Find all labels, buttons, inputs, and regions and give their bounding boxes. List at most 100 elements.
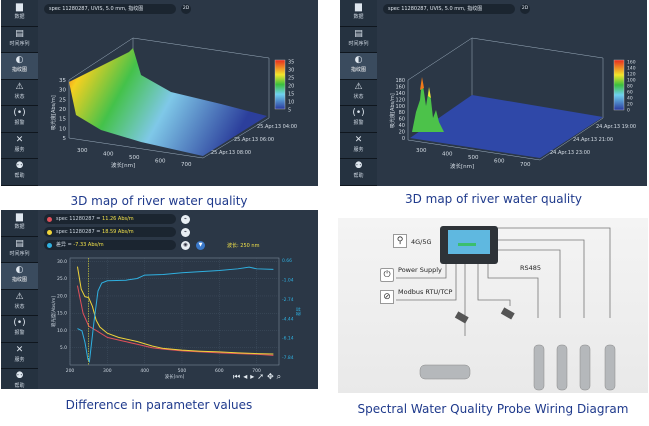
y-tick-label: 15.0 [57,311,67,317]
colorbar [274,59,286,110]
y-tick-label: 20 [59,107,66,113]
x-tick-label: 500 [129,155,140,161]
sidebar-item-6[interactable]: ⚉ 帮助 [1,369,38,389]
time-tick-label: 25.Apr.13 08:00 [211,150,251,156]
colorbar-tick-label: 80 [627,84,633,90]
wiring-lines [396,226,616,391]
sidebar-item-1[interactable]: ▤ 时间序列 [1,236,38,263]
zoom-icon[interactable]: ⌕ [276,372,285,381]
sidebar-item-3[interactable]: ⚠ 状态 [340,79,377,106]
x-tick-label: 700 [181,162,192,168]
sidebar-item-5[interactable]: ✕ 服务 [340,132,377,159]
y-ticks: 35 30 25 20 15 10 5 [59,78,67,142]
sidebar-item-3[interactable]: ⚠ 状态 [1,289,38,316]
sidebar-item-label: 数据 [14,224,25,230]
first-icon[interactable]: ⏮ [233,372,244,381]
y-tick-label: 140 [395,91,405,97]
bar-chart-icon: ▆ [16,2,23,12]
sidebar: ▆ 数据 ▤ 时间序列 ◐ 指纹图 ⚠ 状态 (•) 报警 ✕ 服务 ⚉ 帮助 [1,210,38,389]
modbus-icon: ⊘ [380,290,394,304]
download-button[interactable]: ▼ [196,240,205,250]
sidebar-item-5[interactable]: ✕ 服务 [1,132,38,159]
x-tick-label: 500 [468,155,479,161]
time-tick-label: 25.Apr.13 06:00 [234,137,274,143]
sidebar-item-6[interactable]: ⚉ 帮助 [340,159,377,186]
sidebar-item-4[interactable]: (•) 报警 [1,316,38,343]
x-tick-label: 400 [103,152,114,158]
2d-button[interactable]: 2D [181,4,191,14]
sidebar: ▆ 数据 ▤ 时间序列 ◐ 指纹图 ⚠ 状态 (•) 报警 ✕ 服务 ⚉ 帮助 [340,0,377,186]
series-line-spec A [76,285,274,356]
x-tick-label: 700 [252,368,261,374]
y-tick-label: 80 [399,110,405,116]
sidebar-item-1[interactable]: ▤ 时间序列 [1,26,38,53]
sidebar-item-2[interactable]: ◐ 指纹图 [1,53,38,80]
colorbar-tick-label: 10 [288,100,294,106]
y-axis-label: 吸光度[Abs/m] [50,95,57,130]
sidebar-item-0[interactable]: ▆ 数据 [340,0,377,27]
help-icon: ⚉ [15,371,24,381]
time-tick-label: 24.Apr.13 23:00 [550,150,590,156]
series-toggle-button[interactable]: ⌁ [181,214,190,224]
warning-icon: ⚠ [15,81,24,92]
legend-row-spec-b: spec 11280287 = 18.59 Abs/m [44,227,176,237]
series-color-dot [47,216,52,222]
series-color-dot [47,242,52,248]
back-icon[interactable]: ◂ [243,372,251,381]
sidebar-item-6[interactable]: ⚉ 帮助 [1,159,38,186]
colorbar-tick-label: 40 [627,96,633,102]
x-tick-label: 200 [66,368,75,374]
pointer-icon[interactable]: ➚ [257,372,267,381]
sidebar-item-0[interactable]: ▆ 数据 [1,0,38,27]
y2-tick-label: -1.04 [282,278,294,284]
x-tick-label: 300 [103,368,112,374]
x-axis-label: 波长[nm] [165,373,185,380]
colorbar-tick-label: 120 [627,72,636,78]
y-tick-label: 160 [395,84,405,90]
series-toggle-button[interactable]: ⌁ [181,227,190,237]
colorbar-tick-label: 30 [288,68,294,74]
caption-panel-1: 3D map of river water quality [70,194,248,208]
x-tick-label: 700 [520,162,531,168]
sidebar-item-5[interactable]: ✕ 服务 [1,342,38,369]
sidebar-item-4[interactable]: (•) 报警 [340,106,377,133]
y-tick-label: 25.0 [57,276,67,282]
sidebar-item-2[interactable]: ◐ 指纹图 [340,53,377,80]
colorbar-tick-label: 15 [288,92,294,98]
colorbar-tick-label: 20 [627,102,633,108]
sidebar-item-label: 状态 [14,93,25,100]
2d-button[interactable]: 2D [520,4,530,14]
time-series-icon: ▤ [354,28,363,39]
difference-toggle-button[interactable]: ◉ [181,240,190,250]
colorbar-tick-label: 5 [288,108,291,114]
pan-icon[interactable]: ✥ [266,372,277,381]
x-tick-label: 500 [178,368,187,374]
sidebar-item-2[interactable]: ◐ 指纹图 [1,263,38,290]
plot-area [69,257,280,366]
sidebar-item-label: 帮助 [14,383,25,389]
sidebar-item-label: 服务 [14,356,25,363]
chart-toolbar: ⏮◂▸➚✥⌕ [233,372,284,382]
y-tick-label: 20 [399,130,405,136]
sidebar-item-4[interactable]: (•) 报警 [1,106,38,133]
time-tick-label: 24.Apr.13 21:00 [573,137,613,143]
alarm-icon: (•) [13,318,26,328]
fingerprint-icon: ◐ [15,265,24,275]
spec-title: spec 11280287, UVIS, 5.0 mm, 指纹图 [44,4,176,14]
sidebar-item-1[interactable]: ▤ 时间序列 [340,26,377,53]
y2-tick-label: 0.66 [282,258,292,264]
sidebar-item-3[interactable]: ⚠ 状态 [1,79,38,106]
sidebar-item-0[interactable]: ▆ 数据 [1,210,38,237]
time-series-icon: ▤ [15,238,24,249]
forward-icon[interactable]: ▸ [250,372,258,381]
y-tick-label: 30.0 [57,259,67,265]
time-tick-label: 24.Apr.13 19:00 [596,124,636,130]
help-icon: ⚉ [15,161,24,171]
sidebar-item-label: 指纹图 [350,67,366,73]
antenna-icon: ⚲ [393,234,407,248]
sidebar-item-label: 状态 [353,93,364,100]
colorbar-tick-label: 0 [627,108,630,114]
label-modbus: Modbus RTU/TCP [398,288,453,296]
line-chart: 200 300 400 500 600 700 30.0 25.0 20.0 15.0 10.0 5.… [50,257,302,380]
